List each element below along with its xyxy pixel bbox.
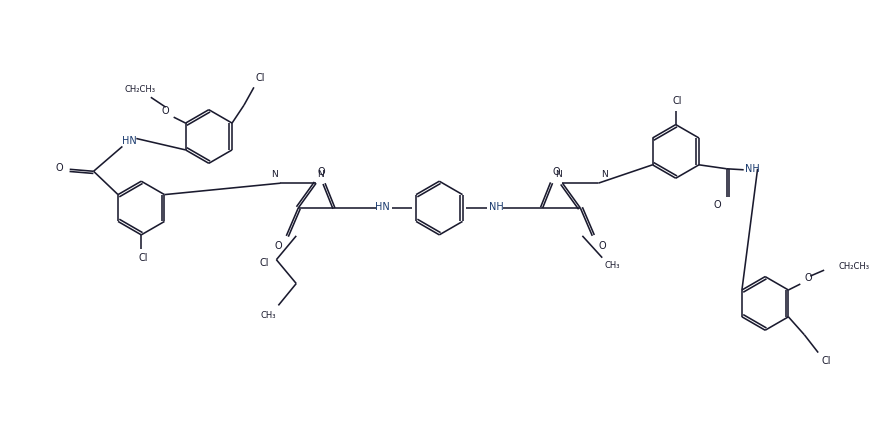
Text: NH: NH xyxy=(745,164,760,174)
Text: N: N xyxy=(271,170,278,179)
Text: O: O xyxy=(804,273,812,283)
Text: N: N xyxy=(601,170,608,179)
Text: Cl: Cl xyxy=(255,73,265,83)
Text: Cl: Cl xyxy=(139,253,148,263)
Text: Cl: Cl xyxy=(822,356,831,366)
Text: N: N xyxy=(555,170,562,179)
Text: O: O xyxy=(275,241,282,251)
Text: O: O xyxy=(553,167,560,177)
Text: CH₃: CH₃ xyxy=(604,261,620,270)
Text: CH₂CH₃: CH₂CH₃ xyxy=(838,262,869,271)
Text: Cl: Cl xyxy=(673,96,682,106)
Text: HN: HN xyxy=(122,136,137,147)
Text: O: O xyxy=(56,163,64,173)
Text: NH: NH xyxy=(488,202,503,212)
Text: CH₃: CH₃ xyxy=(260,311,276,320)
Text: O: O xyxy=(317,167,324,177)
Text: HN: HN xyxy=(375,202,390,212)
Text: O: O xyxy=(162,106,169,116)
Text: Cl: Cl xyxy=(260,258,269,268)
Text: N: N xyxy=(317,170,324,179)
Text: O: O xyxy=(598,241,606,251)
Text: O: O xyxy=(713,199,721,210)
Text: CH₂CH₃: CH₂CH₃ xyxy=(125,85,155,94)
